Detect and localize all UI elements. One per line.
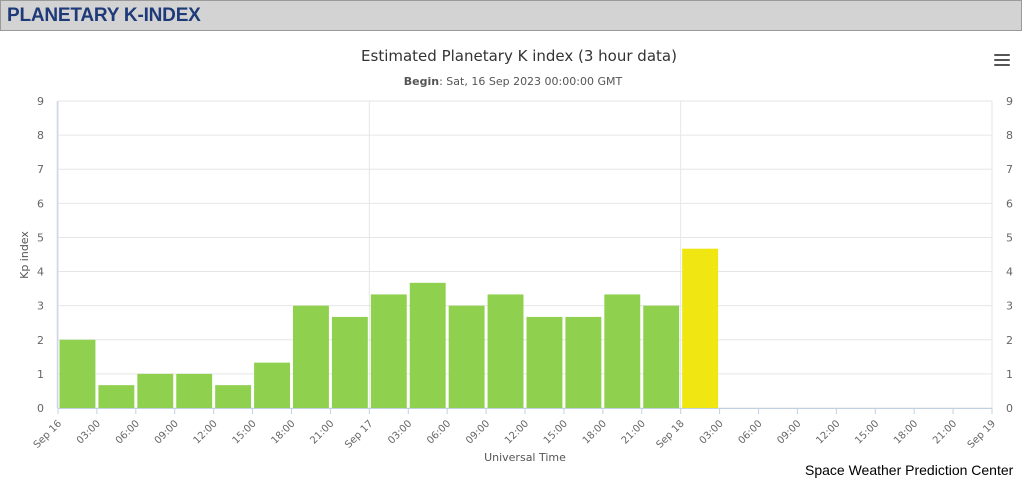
y-axis-label: Kp index [18,231,31,279]
kp-bar[interactable] [565,316,602,408]
x-tick-label: 03:00 [698,418,726,446]
subtitle-value: : Sat, 16 Sep 2023 00:00:00 GMT [439,75,622,88]
x-tick-label: Sep 18 [654,418,686,450]
kp-bar[interactable] [293,305,329,408]
x-tick-labels: Sep 16 03:00 06:00 09:00 12:00 15:00 18:00 21:0… [32,418,998,450]
hamburger-menu-icon[interactable] [994,54,1010,68]
y-tick-label: 6 [37,197,44,210]
y-tick-label: 0 [37,402,44,415]
y-tick-label-right: 4 [1006,266,1013,279]
y-tick-label: 9 [37,95,44,108]
kp-bar[interactable] [643,305,680,408]
kp-bar[interactable] [137,373,174,408]
kp-bar[interactable] [604,294,641,408]
y-tick-label: 8 [37,129,44,142]
x-tick-label: 21:00 [931,418,959,446]
x-tick-label: 21:00 [620,418,648,446]
x-tick-label: 06:00 [114,418,142,446]
kp-bar[interactable] [331,316,368,408]
x-axis-label: Universal Time [484,451,566,464]
bars [59,248,719,408]
chart-title: Estimated Planetary K index (3 hour data… [361,47,677,65]
kp-bar[interactable] [176,373,213,408]
kp-bar[interactable] [59,339,96,408]
y-tick-labels-right: 0 1 2 3 4 5 6 7 8 9 [1006,95,1013,415]
x-tick-label: 09:00 [153,418,181,446]
subtitle-label: Begin [404,75,439,88]
kp-bar[interactable] [487,294,524,408]
kp-bar[interactable] [370,294,407,408]
page-title: PLANETARY K-INDEX [7,5,201,26]
y-tick-label: 3 [37,300,44,313]
x-tick-label: 15:00 [853,418,881,446]
x-tick-label: 09:00 [464,418,492,446]
grid-lines [57,100,993,409]
kp-bar[interactable] [526,316,563,408]
y-tick-label-right: 6 [1006,197,1013,210]
chart-subtitle: Begin: Sat, 16 Sep 2023 00:00:00 GMT [404,75,623,88]
x-tick-label: 12:00 [814,418,842,446]
x-tick-label: 12:00 [192,418,220,446]
y-tick-label: 7 [37,163,44,176]
x-tick-label: 06:00 [425,418,453,446]
x-tick-label: 12:00 [503,418,531,446]
kp-bar[interactable] [215,385,252,408]
y-tick-label-right: 1 [1006,368,1013,381]
axes [56,101,993,414]
kp-bar[interactable] [98,385,135,408]
y-tick-label-right: 2 [1006,334,1013,347]
footer-credit: Space Weather Prediction Center [805,462,1014,478]
y-tick-label-right: 5 [1006,231,1013,244]
y-tick-label: 1 [37,368,44,381]
y-tick-label-right: 8 [1006,129,1013,142]
page-header: PLANETARY K-INDEX [0,0,1022,31]
kp-bar[interactable] [409,282,446,408]
x-tick-label: 03:00 [386,418,414,446]
x-tick-label: Sep 19 [966,418,998,450]
kp-bar[interactable] [682,248,719,408]
y-tick-label-right: 0 [1006,402,1013,415]
y-tick-label: 4 [37,266,44,279]
x-tick-label: 21:00 [308,418,336,446]
y-tick-labels-left: 0 1 2 3 4 5 6 7 8 9 [37,95,44,415]
x-tick-label: 18:00 [269,418,297,446]
kp-bar[interactable] [254,362,290,408]
x-tick-label: 06:00 [736,418,764,446]
y-tick-label-right: 9 [1006,95,1013,108]
x-tick-label: Sep 17 [343,418,375,450]
x-tick-label: 18:00 [581,418,609,446]
x-tick-label: 15:00 [231,418,259,446]
x-tick-label: 15:00 [542,418,570,446]
y-tick-label: 2 [37,334,44,347]
x-tick-label: 03:00 [75,418,103,446]
y-tick-label: 5 [37,231,44,244]
y-tick-label-right: 7 [1006,163,1013,176]
x-tick-label: 09:00 [775,418,803,446]
x-tick-label: Sep 16 [32,418,64,450]
x-tick-label: 18:00 [892,418,920,446]
y-tick-label-right: 3 [1006,300,1013,313]
kp-bar[interactable] [448,305,485,408]
